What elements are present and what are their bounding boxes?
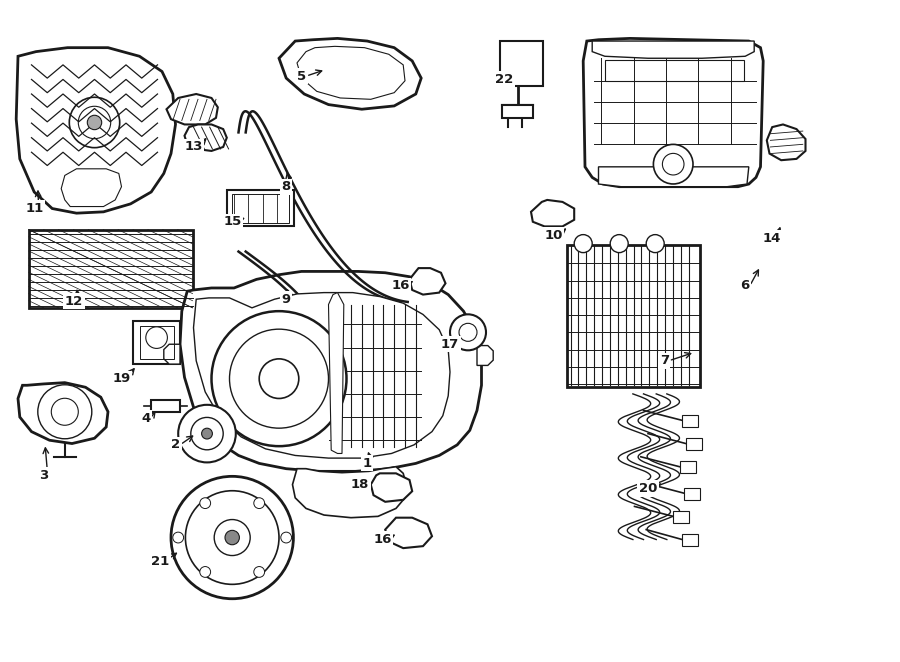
Text: 17: 17 xyxy=(441,338,459,351)
Circle shape xyxy=(200,498,211,508)
Polygon shape xyxy=(385,518,432,548)
Text: 7: 7 xyxy=(660,354,669,367)
Bar xyxy=(682,534,698,546)
Bar xyxy=(502,105,533,118)
Text: 4: 4 xyxy=(141,412,150,425)
Text: 20: 20 xyxy=(639,482,657,495)
Polygon shape xyxy=(180,271,482,471)
Text: 8: 8 xyxy=(282,180,291,193)
Circle shape xyxy=(225,530,239,545)
Text: 12: 12 xyxy=(65,295,83,308)
Polygon shape xyxy=(18,383,108,444)
Bar xyxy=(232,194,289,223)
Bar xyxy=(686,438,702,450)
Text: 3: 3 xyxy=(39,469,48,482)
Text: 14: 14 xyxy=(763,232,781,245)
Circle shape xyxy=(574,234,592,253)
Bar xyxy=(29,230,193,308)
Bar xyxy=(140,326,174,359)
Polygon shape xyxy=(166,94,218,124)
Text: 19: 19 xyxy=(112,372,130,385)
Polygon shape xyxy=(61,169,122,207)
Circle shape xyxy=(281,532,292,543)
Bar xyxy=(684,488,700,500)
Bar xyxy=(227,190,294,226)
Circle shape xyxy=(87,115,102,130)
Circle shape xyxy=(254,567,265,577)
Text: 16: 16 xyxy=(374,533,392,546)
Polygon shape xyxy=(598,167,749,187)
Circle shape xyxy=(185,491,279,585)
Polygon shape xyxy=(531,200,574,226)
Circle shape xyxy=(450,314,486,350)
Polygon shape xyxy=(16,48,176,213)
Polygon shape xyxy=(184,124,227,151)
Circle shape xyxy=(212,311,346,446)
Circle shape xyxy=(51,399,78,425)
Circle shape xyxy=(191,418,223,449)
Text: 15: 15 xyxy=(223,215,241,228)
Circle shape xyxy=(610,234,628,253)
Circle shape xyxy=(459,323,477,342)
Polygon shape xyxy=(279,38,421,109)
Text: 13: 13 xyxy=(184,140,202,154)
Polygon shape xyxy=(164,344,180,364)
Polygon shape xyxy=(477,346,493,365)
Bar xyxy=(151,400,180,412)
Bar xyxy=(133,321,180,364)
Polygon shape xyxy=(297,46,405,99)
Circle shape xyxy=(202,428,212,439)
Polygon shape xyxy=(194,293,450,458)
Text: 9: 9 xyxy=(282,293,291,306)
Text: 18: 18 xyxy=(351,478,369,491)
Polygon shape xyxy=(292,467,407,518)
Circle shape xyxy=(259,359,299,399)
Polygon shape xyxy=(328,293,344,453)
Polygon shape xyxy=(592,41,754,58)
Bar xyxy=(500,41,543,86)
Circle shape xyxy=(200,567,211,577)
Text: 1: 1 xyxy=(363,457,372,470)
Circle shape xyxy=(146,327,167,348)
Circle shape xyxy=(38,385,92,439)
Circle shape xyxy=(69,97,120,148)
Text: 22: 22 xyxy=(495,73,513,86)
Circle shape xyxy=(646,234,664,253)
Circle shape xyxy=(178,404,236,463)
Text: 10: 10 xyxy=(544,228,562,242)
Bar xyxy=(567,245,700,387)
Text: 11: 11 xyxy=(25,202,43,215)
Circle shape xyxy=(173,532,184,543)
Polygon shape xyxy=(767,124,806,160)
Text: 5: 5 xyxy=(297,70,306,83)
Text: 6: 6 xyxy=(741,279,750,293)
Circle shape xyxy=(171,477,293,598)
Bar xyxy=(605,60,744,81)
Text: 21: 21 xyxy=(151,555,169,568)
Text: 16: 16 xyxy=(392,279,410,293)
Bar xyxy=(682,415,698,427)
Text: 2: 2 xyxy=(171,438,180,451)
Bar xyxy=(673,511,689,523)
Polygon shape xyxy=(371,473,412,502)
Circle shape xyxy=(230,329,328,428)
Polygon shape xyxy=(583,38,763,187)
Circle shape xyxy=(214,520,250,555)
Circle shape xyxy=(653,144,693,184)
Circle shape xyxy=(254,498,265,508)
Bar xyxy=(680,461,696,473)
Polygon shape xyxy=(410,268,446,295)
